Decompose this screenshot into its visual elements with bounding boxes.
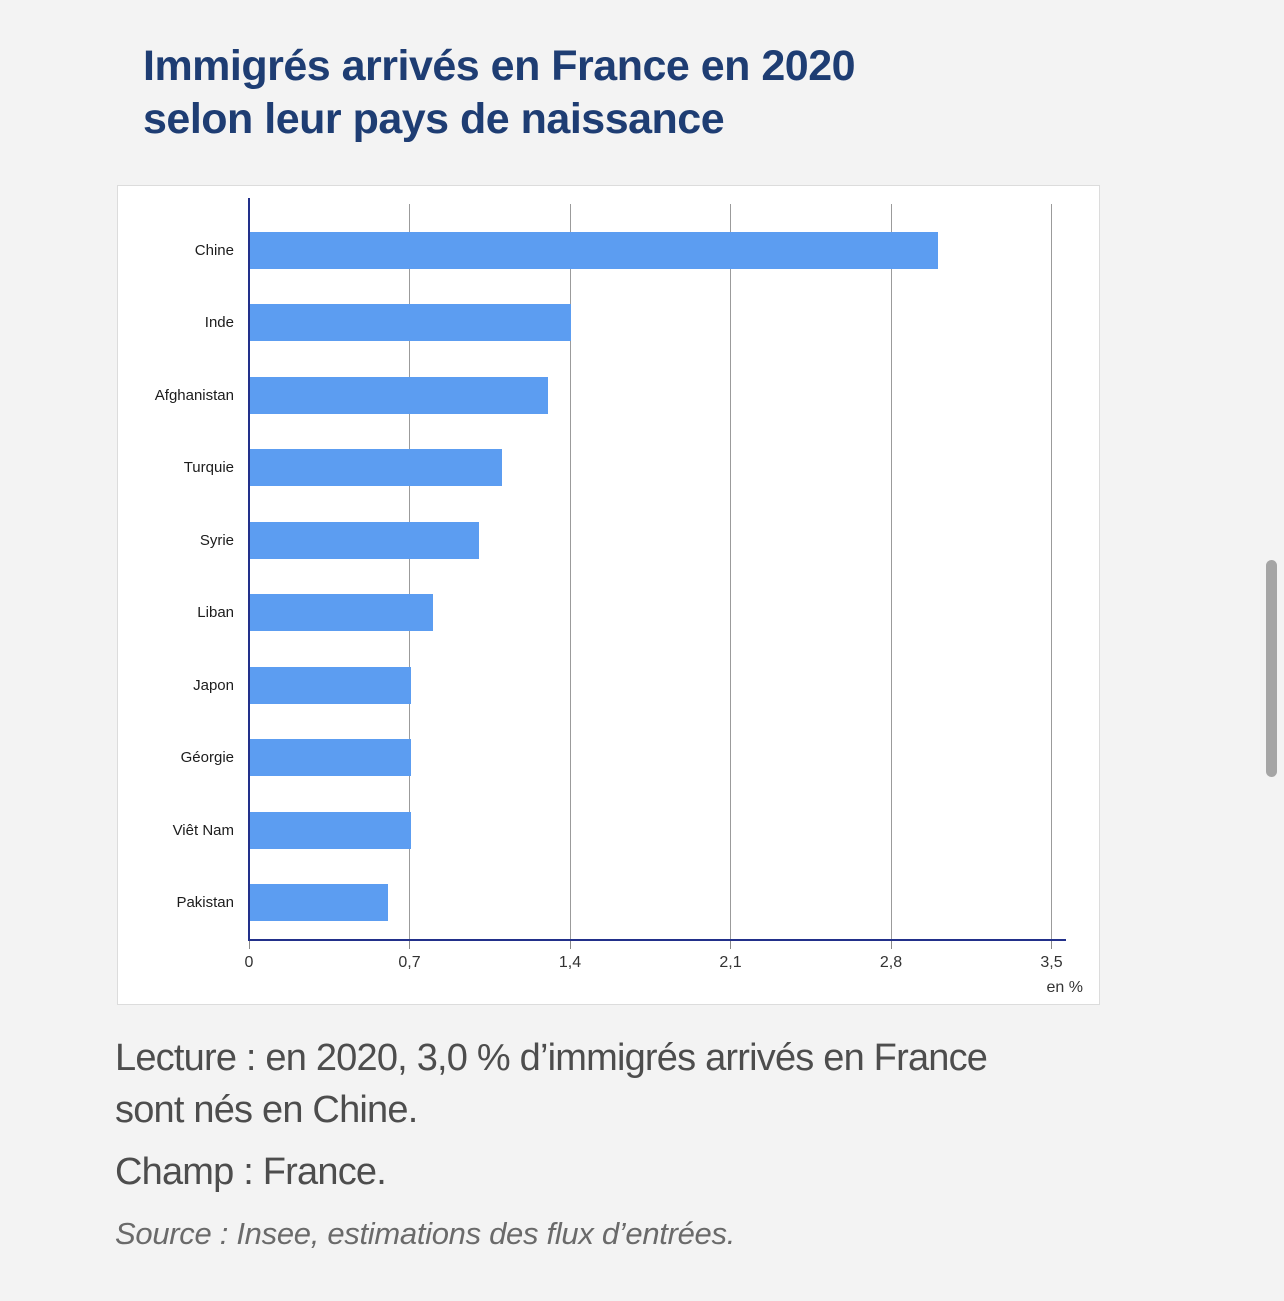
category-label: Viêt Nam: [172, 821, 234, 839]
bar: [250, 739, 411, 777]
vertical-scrollbar-thumb[interactable]: [1266, 560, 1277, 777]
gridline: [890, 204, 892, 939]
category-label: Liban: [197, 604, 234, 622]
note-lecture-line-2: sont nés en Chine.: [115, 1089, 418, 1131]
note-champ: Champ : France.: [115, 1151, 387, 1193]
bar: [250, 666, 411, 704]
gridline: [409, 204, 410, 939]
note-source: Source : Insee, estimations des flux d’e…: [115, 1216, 736, 1251]
bar: [250, 304, 571, 342]
bar: [250, 811, 411, 849]
bar: [250, 376, 549, 414]
x-tick-label: 3,5: [1040, 954, 1063, 971]
note-lecture-line-1: Lecture : en 2020, 3,0 % d’immigrés arri…: [115, 1037, 988, 1079]
category-label: Japon: [193, 676, 234, 694]
category-label: Géorgie: [180, 749, 234, 767]
category-label: Afghanistan: [154, 386, 234, 404]
bar-chart: 0 0,7 1,4 2,1 2,8 3,5 Chine Inde Afghanistan Turq…: [117, 185, 1100, 1005]
bar: [250, 884, 388, 922]
note-lecture: Lecture : en 2020, 3,0 % d’immigrés arri…: [115, 1032, 988, 1136]
x-tick-label: 0,7: [398, 954, 421, 971]
x-tick-label: 2,8: [879, 954, 903, 971]
x-tick-label: 2,1: [719, 954, 742, 971]
x-axis-line: [248, 939, 1066, 941]
category-label: Inde: [204, 314, 234, 332]
bar: [250, 594, 434, 632]
page-title-line-2: selon leur pays de naissance: [143, 95, 725, 143]
gridline: [1051, 204, 1052, 939]
category-label: Pakistan: [176, 894, 234, 912]
category-label: Turquie: [183, 459, 234, 477]
page-title: Immigrés arrivés en France en 2020 selon…: [143, 40, 856, 146]
bar: [250, 449, 503, 487]
x-axis-unit-label: en %: [1046, 979, 1083, 996]
x-axis-tick: [890, 940, 892, 949]
bar: [250, 521, 480, 559]
y-axis-line: [248, 198, 250, 941]
x-axis-tick: [248, 940, 250, 949]
page-title-line-1: Immigrés arrivés en France en 2020: [143, 42, 856, 90]
x-axis-tick: [569, 940, 571, 949]
category-label: Syrie: [199, 531, 234, 549]
bar: [250, 232, 938, 269]
x-axis-tick: [1051, 940, 1052, 949]
gridline: [569, 204, 571, 939]
x-axis-tick: [730, 940, 731, 949]
x-tick-label: 0: [244, 954, 254, 971]
x-tick-label: 1,4: [558, 954, 582, 971]
gridline: [730, 204, 731, 939]
category-label: Chine: [194, 242, 234, 259]
x-axis-tick: [409, 940, 410, 949]
